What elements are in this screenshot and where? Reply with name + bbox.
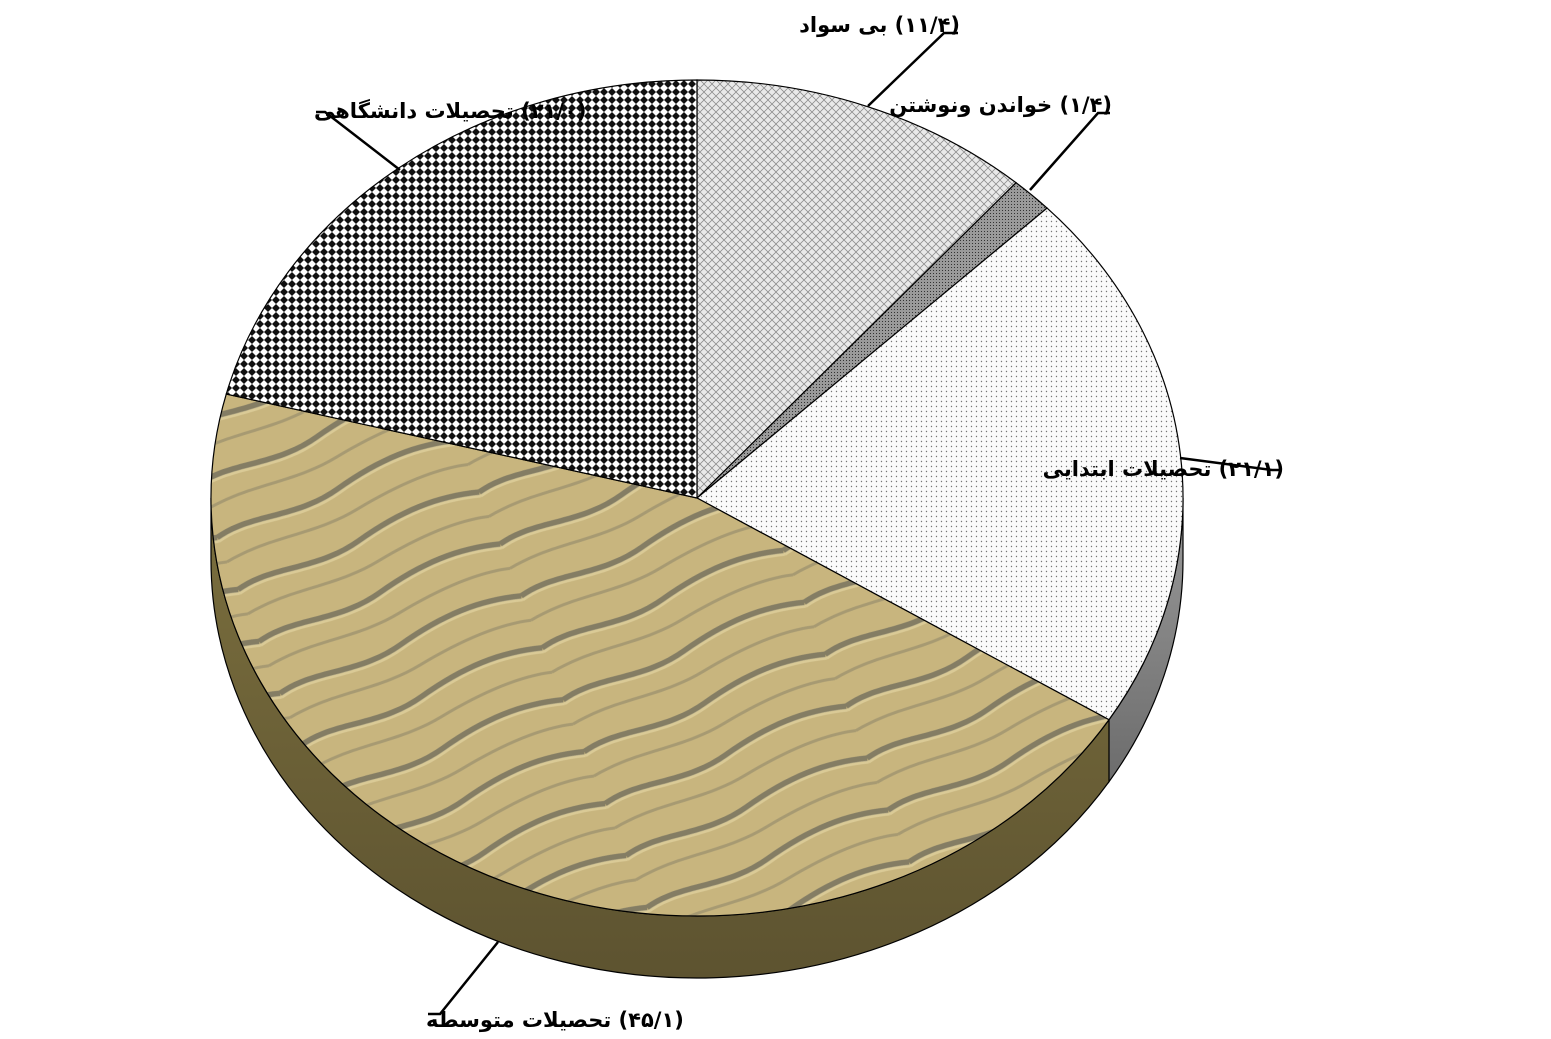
slice-تحصیلات-ابتدایی-leader-line (1179, 456, 1282, 472)
slice-تحصیلات-ابتدایی (695, 207, 1184, 721)
slice-تحصیلات-متوسطه-label: (۴۵/۱) تحصیلات متوسطه (426, 1008, 684, 1032)
slice-تحصیلات-ابتدایی-label: (۲۱/۱) تحصیلات ابتدایی (1043, 457, 1284, 481)
slice-تحصیلات-دانشگاهی-label: (۲۱/۰) تحصیلات دانشگاهی (314, 98, 586, 123)
slice-بی-سواد (696, 79, 1018, 500)
slice-تحصیلات-متوسطه (210, 393, 1110, 917)
slice-تحصیلات-متوسطه-leader-line (428, 941, 499, 1016)
slice-بی-سواد-leader-line (867, 31, 958, 107)
slice-تحصیلات-دانشگاهی (225, 79, 698, 499)
slice-خواندن-ونوشتن-label: (۱/۴) خواندن ونوشتن (889, 93, 1112, 117)
slice-بی-سواد-label: (۱۱/۴) بی سواد (799, 13, 960, 37)
slice-خواندن-ونوشتن-leader-line (1029, 111, 1110, 191)
slice-تحصیلات-دانشگاهی-leader-line (316, 110, 401, 171)
